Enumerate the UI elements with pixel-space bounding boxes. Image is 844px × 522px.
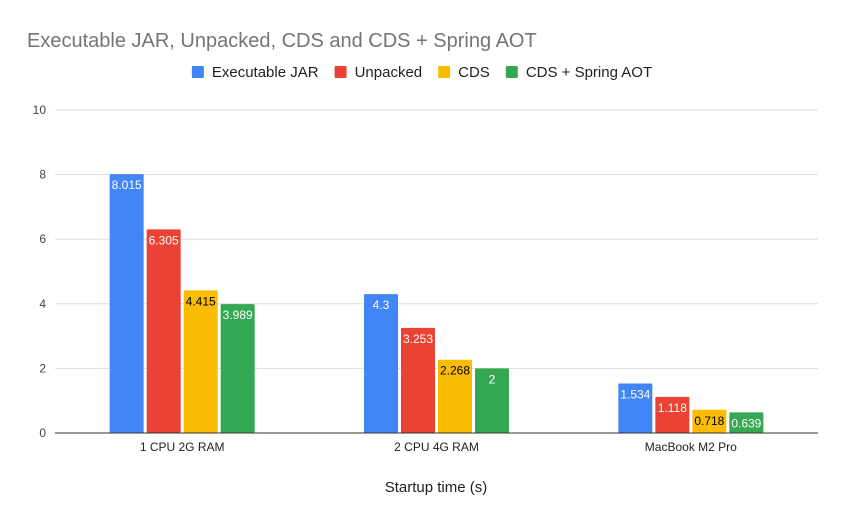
legend-swatch (334, 66, 347, 78)
data-label: 3.253 (403, 332, 433, 346)
bar (655, 396, 690, 433)
legend-swatch (191, 66, 204, 78)
y-tick-label: 2 (39, 361, 46, 375)
data-label: 4.415 (186, 294, 216, 308)
bar (364, 294, 398, 433)
data-label: 8.015 (112, 178, 142, 192)
data-label: 4.3 (373, 298, 390, 312)
data-label: 6.305 (149, 233, 179, 247)
bar (729, 412, 764, 433)
y-tick-label: 0 (39, 426, 46, 440)
bar (401, 327, 435, 433)
legend-label: Unpacked (355, 64, 423, 81)
x-tick-label: MacBook M2 Pro (645, 440, 737, 454)
legend-label: Executable JAR (212, 64, 319, 81)
legend-label: CDS (458, 64, 490, 81)
bar (618, 383, 653, 433)
data-label: 1.118 (658, 401, 687, 415)
x-tick-label: 1 CPU 2G RAM (140, 440, 225, 454)
legend: Executable JAR Unpacked CDS CDS + Spring AO… (191, 64, 652, 81)
y-axis: 0 2 4 6 8 10 (33, 103, 47, 440)
data-label: 3.989 (223, 308, 253, 322)
bar (475, 368, 509, 433)
y-tick-label: 10 (33, 103, 47, 117)
x-axis-label: Startup time (s) (385, 479, 488, 496)
bar (220, 304, 255, 433)
bar (146, 229, 181, 433)
data-labels: 8.015 6.305 4.415 3.989 4.3 3.253 2.268 2 1.534 1… (112, 178, 762, 430)
data-label: 1.534 (620, 387, 650, 401)
data-label: 0.639 (731, 416, 761, 430)
gridlines (55, 109, 818, 369)
bar (183, 290, 218, 433)
legend-swatch (438, 66, 451, 78)
data-label: 0.718 (694, 414, 724, 428)
bar (438, 359, 472, 433)
x-tick-label: 2 CPU 4G RAM (394, 440, 479, 454)
data-label: 2 (489, 372, 496, 386)
x-axis: 1 CPU 2G RAM 2 CPU 4G RAM MacBook M2 Pro (55, 432, 818, 454)
y-tick-label: 4 (39, 297, 46, 311)
data-label: 2.268 (440, 364, 470, 378)
chart-title: Executable JAR, Unpacked, CDS and CDS + … (27, 30, 537, 52)
legend-label: CDS + Spring AOT (526, 64, 652, 81)
y-tick-label: 8 (39, 168, 46, 182)
bars (109, 174, 764, 434)
bar (109, 174, 144, 434)
legend-swatch (505, 66, 518, 78)
y-tick-label: 6 (39, 232, 46, 246)
bar (692, 409, 727, 433)
